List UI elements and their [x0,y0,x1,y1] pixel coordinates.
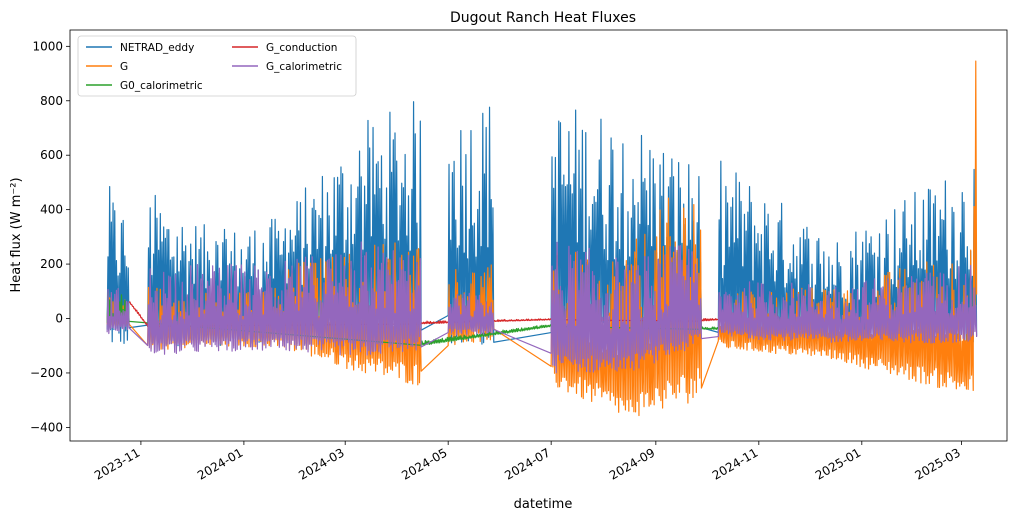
x-tick-label: 2024-09 [607,445,657,482]
y-tick-label: 600 [40,148,63,162]
legend-label: G0_calorimetric [120,80,203,92]
chart-legend: NETRAD_eddy G_conduction G G_calorimetric G0… [77,35,357,97]
series-line-g [106,60,978,417]
series-line-g-calorimetric [106,241,978,374]
x-tick-label: 2024-07 [502,445,552,482]
chart-title: Dugout Ranch Heat Fluxes [450,10,636,26]
y-tick-label: 800 [40,94,63,108]
y-tick-label: 400 [40,203,63,217]
x-tick-label: 2024-01 [195,445,245,482]
plot-frame [69,29,1008,442]
series-g-calorimetric [106,241,978,374]
x-axis-label: datetime [514,497,573,512]
y-tick-label: −400 [30,420,63,434]
x-tick-label: 2024-11 [710,445,760,482]
y-axis-label: Heat flux (W m⁻²) [9,177,24,292]
y-tick-label: 1000 [32,39,63,53]
x-tick-label: 2024-03 [296,445,346,482]
y-tick-label: 0 [55,312,63,326]
x-axis-ticks: 2023-11 2024-01 2024-03 2024-05 2024-07 2024-… [92,441,963,483]
series-g0-calorimetric [106,291,719,346]
legend-label: G [120,61,128,73]
legend-label: NETRAD_eddy [120,42,194,54]
x-tick-label: 2024-05 [399,445,449,482]
legend-label: G_conduction [266,42,337,54]
x-tick-label: 2025-03 [912,445,962,482]
series-line-g0-calorimetric [106,291,719,346]
x-tick-label: 2025-01 [813,445,863,482]
y-tick-label: −200 [30,366,63,380]
legend-label: G_calorimetric [266,61,342,73]
y-tick-label: 200 [40,257,63,271]
x-tick-label: 2023-11 [92,445,142,482]
series-g [106,60,978,417]
legend-box [77,35,357,97]
y-axis-ticks: −400 −200 0 200 400 600 800 1000 [30,39,70,434]
